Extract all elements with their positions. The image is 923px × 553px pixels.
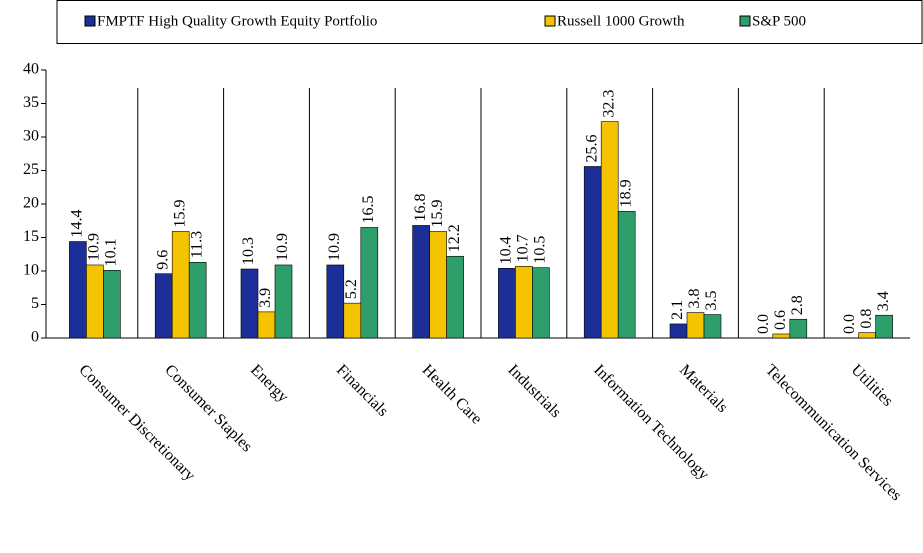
data-label: 10.7 (515, 234, 532, 262)
data-label: 10.9 (86, 233, 103, 261)
data-label: 14.4 (69, 210, 86, 238)
x-tick-label: Energy (247, 361, 291, 405)
bar (69, 241, 87, 339)
bar (858, 332, 876, 339)
data-label: 32.3 (600, 90, 617, 118)
data-label: 2.1 (669, 300, 686, 320)
legend-label: S&P 500 (752, 13, 806, 29)
bar (326, 264, 345, 339)
legend-box (56, 0, 923, 44)
data-label: 18.9 (617, 179, 634, 207)
data-label: 0.0 (755, 314, 772, 334)
data-label: 3.8 (686, 289, 703, 309)
bar (343, 302, 362, 339)
bar (154, 273, 173, 339)
bar (498, 268, 516, 339)
y-tick-label: 10 (23, 262, 39, 279)
data-label: 16.8 (412, 193, 429, 221)
data-label: 25.6 (583, 134, 600, 162)
data-label: 10.4 (498, 236, 515, 264)
x-tick-label: Consumer Staples (161, 361, 255, 455)
y-tick-label: 15 (23, 228, 39, 245)
legend-label: FMPTF High Quality Growth Equity Portfol… (97, 13, 377, 29)
x-tick-label: Financials (333, 361, 392, 420)
bar (240, 268, 259, 339)
bar (600, 121, 619, 339)
bar (686, 312, 705, 339)
bar (274, 264, 293, 339)
bar (257, 311, 276, 339)
data-label: 10.5 (532, 236, 549, 264)
data-label: 15.9 (429, 199, 446, 227)
x-tick-label: Materials (676, 361, 731, 416)
data-label: 9.6 (154, 250, 171, 270)
bar (171, 231, 190, 339)
data-label: 10.9 (274, 233, 291, 261)
bar (875, 314, 893, 339)
x-tick-label: Industrials (504, 361, 564, 421)
bar (515, 266, 533, 339)
data-label: 0.8 (858, 309, 875, 329)
legend-swatch (739, 15, 751, 27)
x-tick-label: Telecommunication Services (762, 361, 905, 504)
bar (188, 261, 207, 339)
legend-label: Russell 1000 Growth (557, 13, 685, 29)
data-label: 2.8 (789, 295, 806, 315)
y-tick-label: 0 (31, 329, 39, 346)
data-label: 0.0 (841, 314, 858, 334)
x-tick-label: Utilities (848, 361, 896, 409)
bar (412, 225, 430, 339)
y-tick-label: 30 (23, 128, 39, 145)
bar (103, 270, 121, 339)
bar (617, 211, 636, 339)
data-label: 10.9 (326, 233, 343, 261)
data-label: 10.1 (103, 238, 120, 266)
bar (360, 227, 379, 339)
data-label: 3.9 (257, 288, 274, 308)
bar (532, 267, 550, 339)
bar (86, 264, 104, 339)
bar (703, 314, 722, 339)
y-tick-label: 5 (31, 295, 39, 312)
data-label: 0.6 (772, 310, 789, 330)
data-label: 15.9 (171, 199, 188, 227)
x-tick-label: Health Care (419, 361, 485, 427)
bar (669, 323, 688, 339)
bar (772, 333, 791, 339)
bar (583, 166, 602, 339)
data-label: 3.4 (875, 291, 892, 311)
data-label: 16.5 (360, 195, 377, 223)
y-tick-label: 20 (23, 195, 39, 212)
y-tick-label: 40 (23, 61, 39, 78)
bar (429, 231, 447, 339)
y-tick-label: 25 (23, 161, 39, 178)
data-label: 5.2 (343, 279, 360, 299)
data-label: 10.3 (240, 237, 257, 265)
bar (446, 255, 464, 339)
legend-swatch (84, 15, 96, 27)
data-label: 11.3 (188, 231, 205, 258)
data-label: 12.2 (446, 224, 463, 252)
y-tick-label: 35 (23, 94, 39, 111)
bar (789, 318, 808, 339)
legend-swatch (544, 15, 556, 27)
data-label: 3.5 (703, 291, 720, 311)
